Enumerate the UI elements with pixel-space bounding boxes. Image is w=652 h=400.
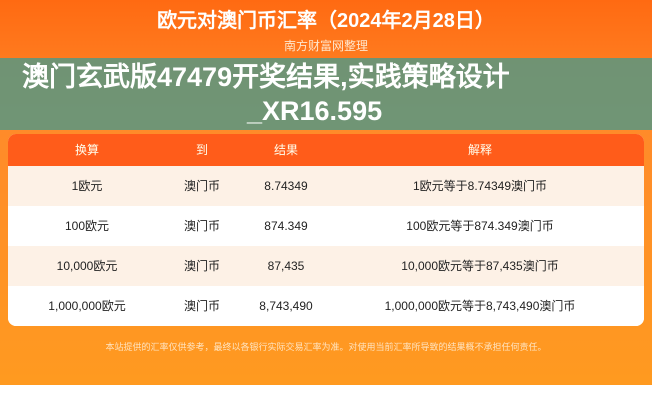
table-row: 1,000,000欧元 澳门币 8,743,490 1,000,000欧元等于8… — [8, 286, 644, 326]
cell: 澳门币 — [183, 259, 221, 273]
page-subtitle: 南方财富网整理 — [283, 39, 368, 53]
overlay-band — [0, 58, 652, 130]
page-title: 欧元对澳门币汇率（2024年2月28日） — [157, 10, 495, 32]
cell: 1欧元等于8.74349澳门币 — [412, 179, 548, 193]
cell: 8,743,490 — [259, 299, 313, 313]
table-row: 1欧元 澳门币 8.74349 1欧元等于8.74349澳门币 — [8, 166, 644, 206]
column-header: 解释 — [467, 143, 493, 157]
cell: 8.74349 — [264, 179, 308, 193]
column-header: 结果 — [273, 143, 299, 157]
column-header: 到 — [195, 143, 209, 157]
disclaimer: 本站提供的汇率仅供参考，最终以各银行实际交易汇率为准。对使用当前汇率所导致的结果… — [105, 342, 547, 352]
table-row: 10,000欧元 澳门币 87,435 10,000欧元等于87,435澳门币 — [8, 246, 644, 286]
column-header: 换算 — [74, 143, 100, 157]
cell: 1,000,000欧元 — [48, 299, 126, 313]
cell: 874.349 — [264, 219, 308, 233]
overlay-title: 澳门玄武版47479开奖结果,实践策略设计 — [22, 62, 510, 92]
cell: 100欧元 — [64, 219, 110, 233]
cell: 1欧元 — [71, 179, 103, 193]
cell: 10,000欧元 — [56, 259, 118, 273]
cell: 10,000欧元等于87,435澳门币 — [401, 259, 559, 273]
cell: 澳门币 — [183, 219, 221, 233]
table-header: 换算 到 结果 解释 — [8, 134, 644, 166]
cell: 100欧元等于874.349澳门币 — [406, 219, 554, 233]
cell: 87,435 — [267, 259, 305, 273]
cell: 澳门币 — [183, 179, 221, 193]
cell: 1,000,000欧元等于8,743,490澳门币 — [384, 299, 576, 313]
table-row: 100欧元 澳门币 874.349 100欧元等于874.349澳门币 — [8, 206, 644, 246]
rate-table: 换算 到 结果 解释 1欧元 澳门币 8.74349 1欧元等于8.74349澳… — [8, 134, 644, 326]
cell: 澳门币 — [183, 299, 221, 313]
overlay-subtitle: _XR16.595 — [247, 96, 383, 126]
